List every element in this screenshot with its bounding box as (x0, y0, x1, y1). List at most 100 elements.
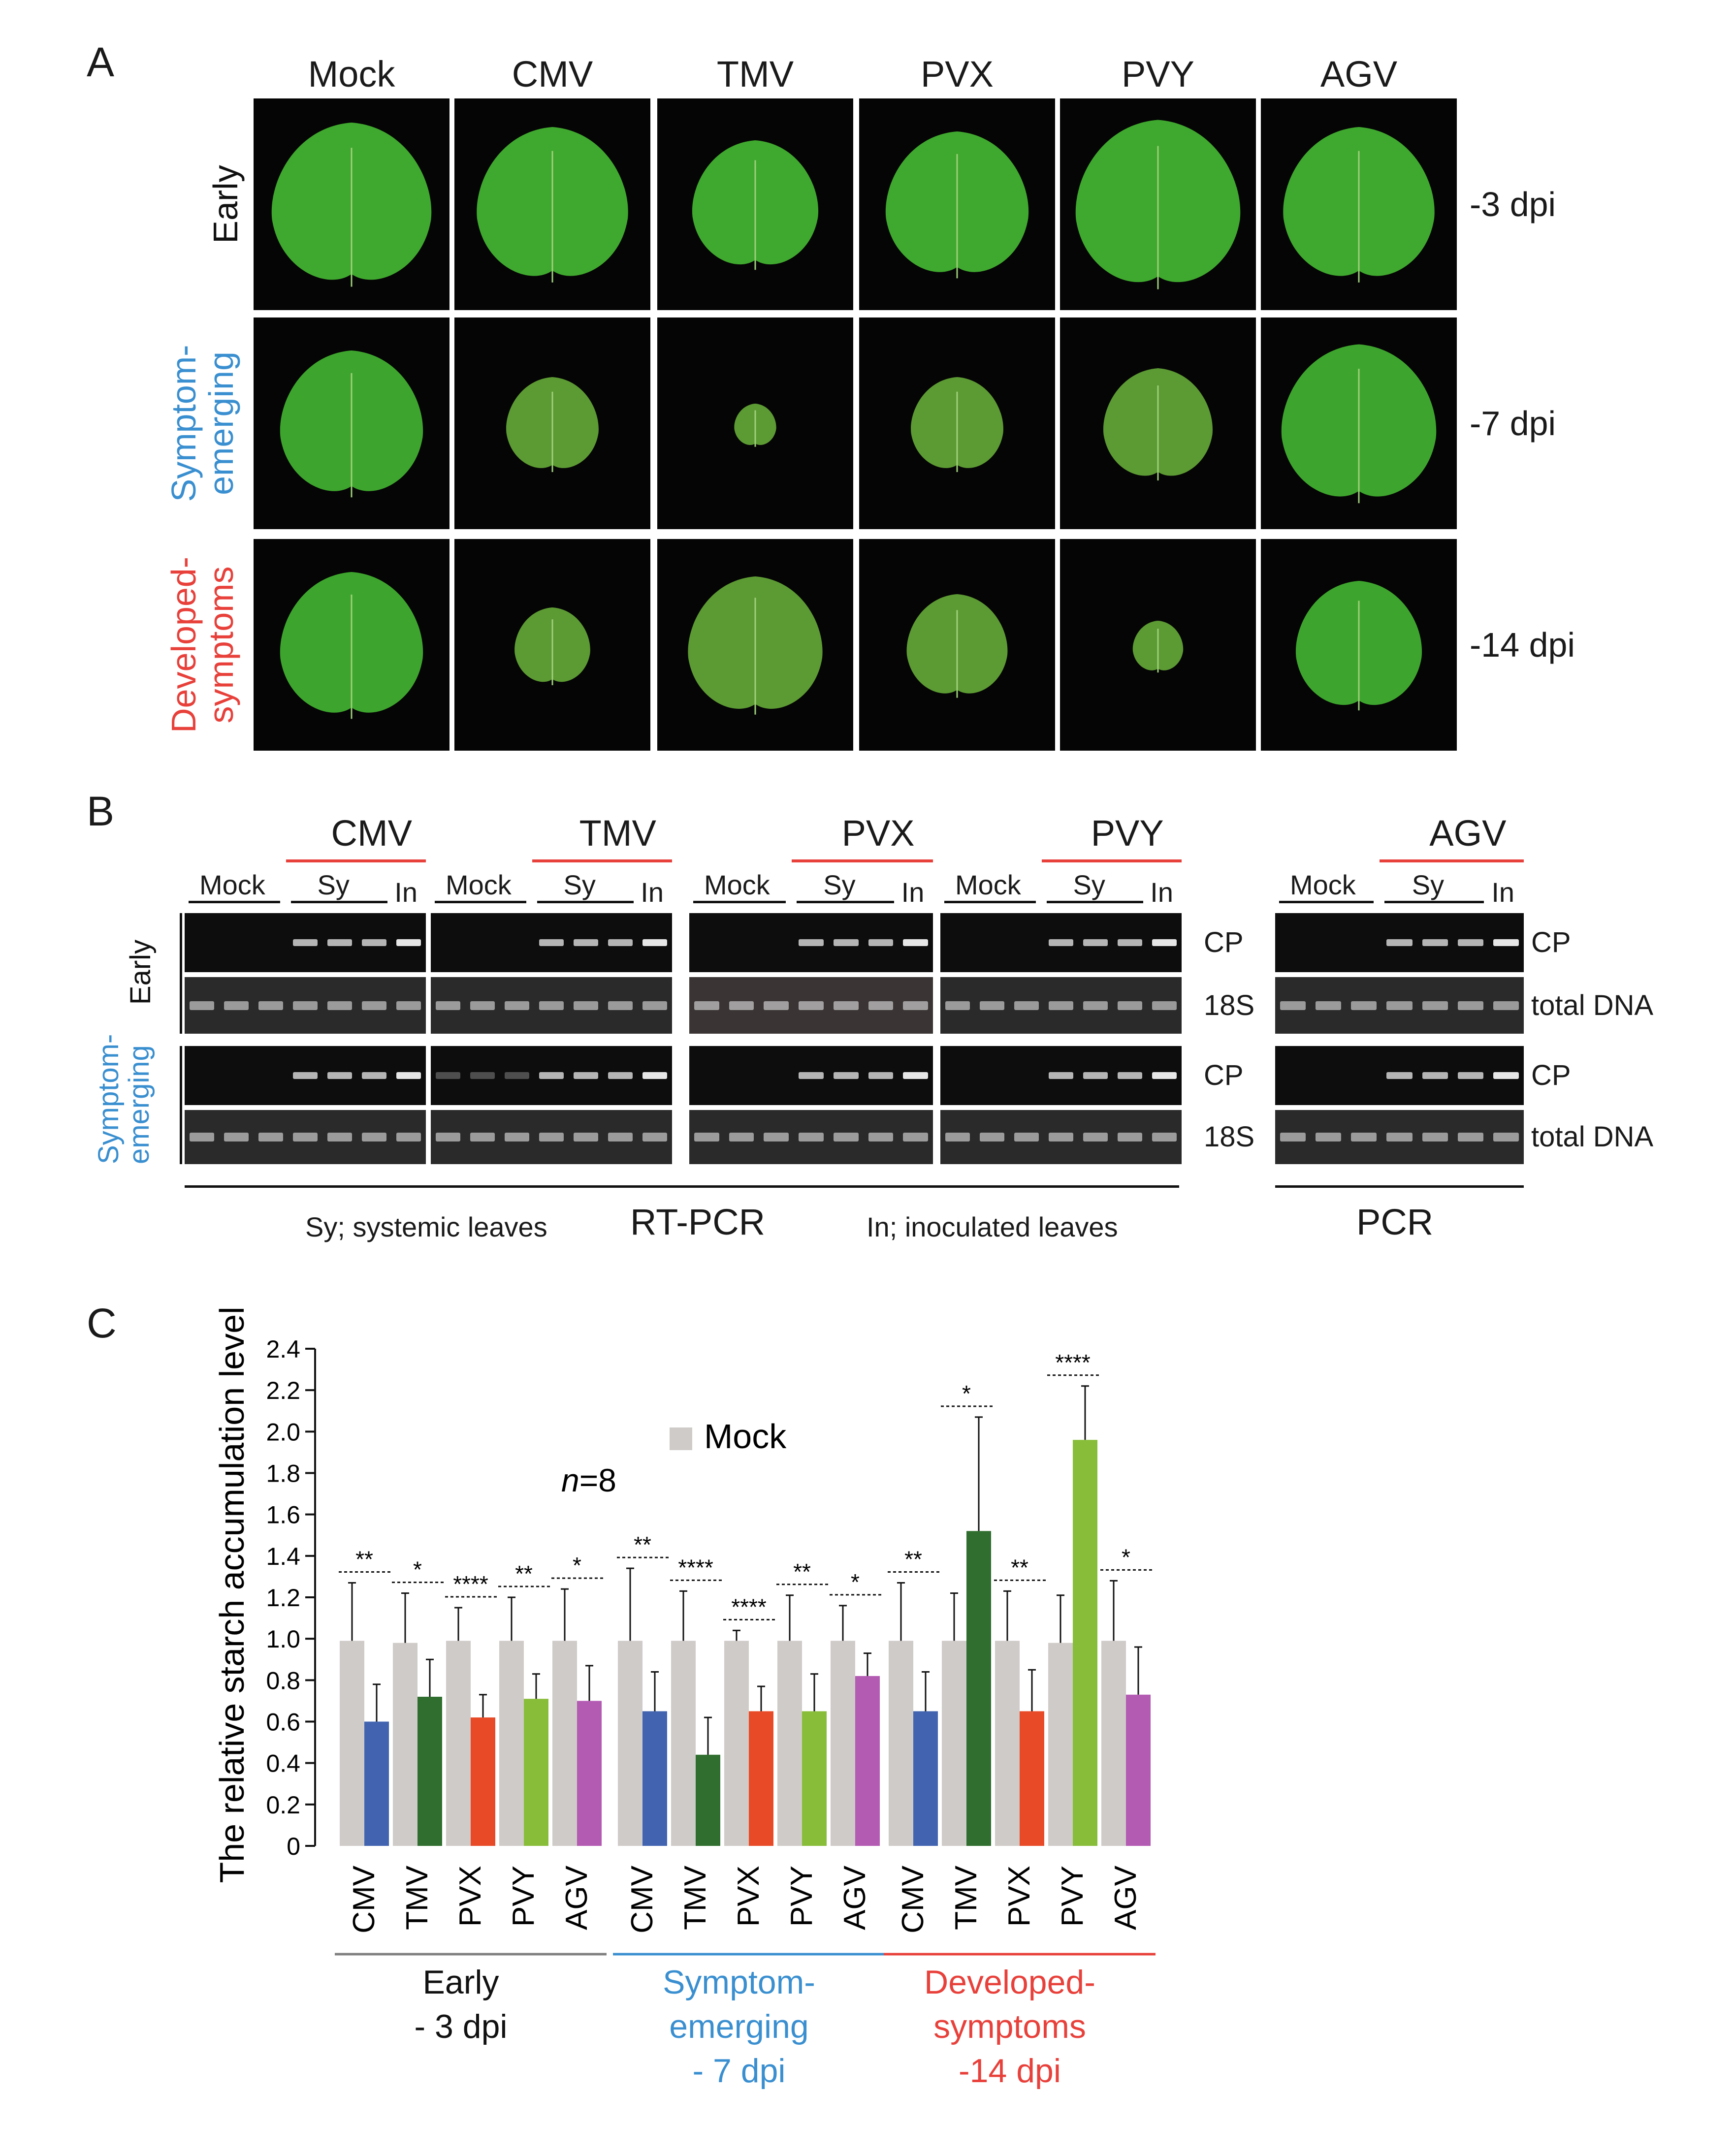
gel-band (1152, 1133, 1177, 1141)
y-tick-label: 0.2 (266, 1791, 300, 1819)
mock-bar (1048, 1643, 1073, 1846)
gel-row-label-pcr: CP (1531, 926, 1571, 958)
gel-band (327, 939, 352, 946)
significance-stars: **** (453, 1571, 488, 1597)
lane-group-mock: Mock (1290, 869, 1356, 900)
gel-virus-title: TMV (579, 813, 656, 854)
gel-band (1422, 1072, 1448, 1079)
gel-image (185, 977, 426, 1034)
gel-band (608, 1133, 633, 1141)
gel-band (945, 1133, 970, 1141)
gel-band (868, 1001, 894, 1010)
y-tick-label: 0.8 (266, 1667, 300, 1694)
gel-band (1493, 1072, 1519, 1079)
leaf-image (506, 377, 599, 473)
infected-bar-tmv (966, 1531, 991, 1846)
gel-virus-title: AGV (1429, 813, 1507, 854)
gel-image (940, 977, 1182, 1034)
gel-band (293, 1133, 318, 1141)
gel-band (903, 939, 928, 946)
infected-bar-agv (855, 1676, 880, 1846)
gel-band (1083, 1072, 1108, 1079)
gel-band (1457, 1001, 1483, 1010)
mock-bar (393, 1643, 417, 1846)
leaf-photo (857, 315, 1058, 532)
gel-row-label-pcr: total DNA (1531, 1121, 1654, 1153)
infected-bar-cmv (913, 1711, 938, 1846)
gel-band (980, 1133, 1004, 1141)
gel-band (1386, 939, 1413, 946)
x-tick-label-tmv: TMV (949, 1865, 983, 1930)
gel-band (327, 1001, 352, 1010)
leaf-image (688, 576, 823, 715)
gel-band (1457, 939, 1483, 946)
gel-band (539, 1133, 564, 1141)
gel-image (689, 913, 933, 972)
gel-band (258, 1133, 283, 1141)
gel-band (1351, 1133, 1377, 1141)
y-tick-label: 1.8 (266, 1460, 300, 1488)
gel-image (1275, 913, 1524, 972)
gel-band (1493, 939, 1519, 946)
infected-bar-pvy (802, 1711, 827, 1846)
gel-band (470, 1133, 495, 1141)
leaf-image (514, 607, 590, 685)
gel-band (945, 1001, 970, 1010)
lane-group-in: In (1491, 877, 1515, 908)
infected-group-underline (791, 859, 933, 862)
gel-band (1014, 1001, 1039, 1010)
gel-row-label-pcr: CP (1531, 1059, 1571, 1091)
group-label-line: Developed- (924, 1964, 1095, 2001)
mock-bar (671, 1641, 696, 1846)
gel-band (436, 1001, 460, 1010)
y-tick-label: 2.0 (266, 1418, 300, 1446)
group-label-line: Symptom- (663, 1964, 815, 2001)
gel-stage-label-line: Symptom- (93, 1034, 125, 1164)
significance-stars: * (962, 1381, 971, 1406)
leaf-photo (251, 96, 452, 313)
mock-bar (499, 1641, 524, 1846)
significance-stars: * (1122, 1544, 1130, 1570)
column-header-cmv: CMV (512, 54, 593, 95)
gel-band (833, 1072, 859, 1079)
gel-image (940, 913, 1182, 972)
gel-band (1118, 1133, 1142, 1141)
significance-stars: **** (678, 1554, 713, 1580)
mock-lanes-underline (693, 901, 786, 903)
gel-row-label: CP (1204, 1059, 1244, 1091)
leaf-photo (251, 315, 452, 532)
gel-band (327, 1133, 352, 1141)
gel-band (539, 1072, 564, 1079)
infected-group-underline (532, 859, 672, 862)
legend-mock-label: Mock (704, 1417, 787, 1456)
gel-band (539, 939, 564, 946)
gel-band (799, 939, 824, 946)
x-tick-label-cmv: CMV (347, 1865, 381, 1933)
group-label-line: - 7 dpi (693, 2052, 786, 2090)
leaf-photo (452, 537, 653, 753)
leaf-image (906, 594, 1008, 698)
leaf-photo (452, 96, 653, 313)
gel-image (689, 1110, 933, 1164)
leaf-image (1295, 581, 1422, 711)
gel-band (362, 1001, 386, 1010)
gel-band (1152, 939, 1177, 946)
mock-lanes-underline (435, 901, 527, 903)
gel-band (1083, 1001, 1108, 1010)
gel-band (903, 1133, 928, 1141)
leaf-image (734, 404, 776, 447)
x-tick-label-pvy: PVY (785, 1866, 819, 1927)
gel-band (436, 1133, 460, 1141)
mock-lanes-underline (1279, 901, 1374, 903)
gel-band (1280, 1133, 1306, 1141)
gel-band (799, 1001, 824, 1010)
starch-bar-chart: 0 0.2 0.4 0.6 0.8 1.0 1.2 1.4 1.6 1.8 2.0 2.2 2.4 The… (213, 1306, 1156, 2090)
lane-group-mock: Mock (704, 869, 770, 900)
gel-band (1422, 1001, 1448, 1010)
lane-group-in: In (901, 877, 925, 908)
gel-band (362, 939, 386, 946)
leaf-photo (1258, 537, 1459, 753)
rt-pcr-label: RT-PCR (630, 1202, 766, 1242)
gel-image (431, 977, 672, 1034)
mock-bar (1101, 1641, 1126, 1846)
